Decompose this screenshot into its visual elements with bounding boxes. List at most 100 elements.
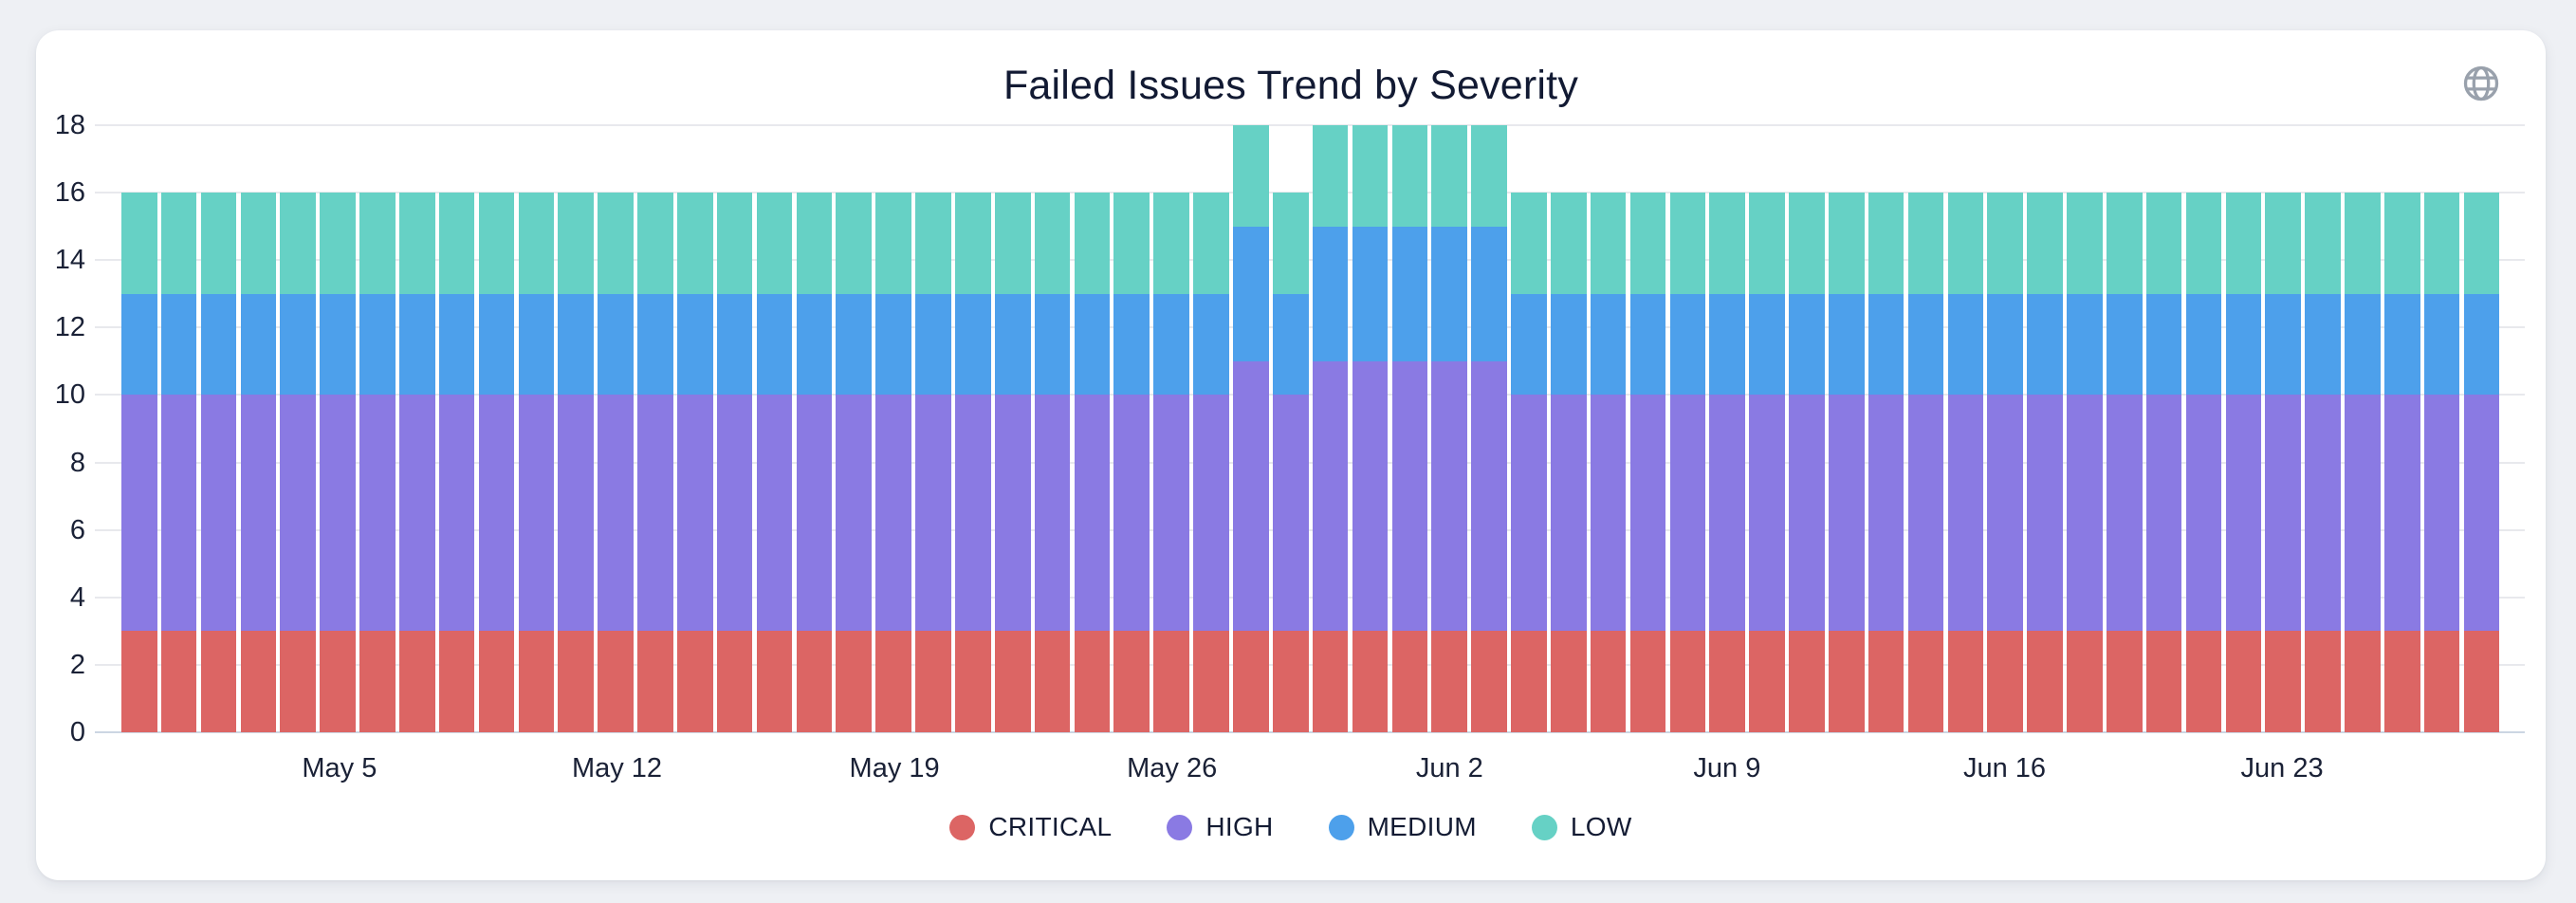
bar-segment-low[interactable] bbox=[598, 193, 634, 294]
bar-jun-20[interactable] bbox=[2145, 193, 2182, 732]
bar-segment-medium[interactable] bbox=[994, 293, 1031, 396]
bar-segment-medium[interactable] bbox=[240, 293, 277, 396]
bar-segment-high[interactable] bbox=[1471, 360, 1507, 632]
bar-segment-high[interactable] bbox=[1669, 395, 1706, 632]
bar-segment-high[interactable] bbox=[1391, 360, 1428, 632]
bar-segment-high[interactable] bbox=[955, 395, 991, 632]
bar-segment-medium[interactable] bbox=[1590, 293, 1627, 396]
bar-segment-high[interactable] bbox=[637, 395, 673, 632]
bar-segment-medium[interactable] bbox=[2067, 293, 2103, 396]
bar-may-10[interactable] bbox=[518, 193, 555, 732]
bar-segment-medium[interactable] bbox=[875, 293, 911, 396]
bar-segment-critical[interactable] bbox=[1629, 631, 1666, 732]
bar-segment-critical[interactable] bbox=[2463, 631, 2500, 732]
bar-segment-high[interactable] bbox=[1987, 395, 2023, 632]
bar-jun-13[interactable] bbox=[1868, 193, 1904, 732]
bar-jun-22[interactable] bbox=[2225, 193, 2262, 732]
bar-segment-critical[interactable] bbox=[558, 631, 595, 732]
bar-segment-medium[interactable] bbox=[1312, 226, 1349, 361]
bar-may-5[interactable] bbox=[320, 193, 356, 732]
bar-segment-high[interactable] bbox=[2463, 395, 2500, 632]
bar-segment-low[interactable] bbox=[2265, 193, 2301, 294]
bar-segment-medium[interactable] bbox=[1074, 293, 1111, 396]
bar-segment-high[interactable] bbox=[2265, 395, 2301, 632]
bar-segment-low[interactable] bbox=[2345, 193, 2381, 294]
bar-segment-high[interactable] bbox=[280, 395, 317, 632]
bar-segment-high[interactable] bbox=[875, 395, 911, 632]
bar-segment-medium[interactable] bbox=[1113, 293, 1150, 396]
bar-segment-critical[interactable] bbox=[2305, 631, 2341, 732]
bar-segment-high[interactable] bbox=[1550, 395, 1587, 632]
bar-segment-critical[interactable] bbox=[2185, 631, 2222, 732]
bar-segment-critical[interactable] bbox=[160, 631, 197, 732]
bar-segment-low[interactable] bbox=[1669, 193, 1706, 294]
bar-segment-critical[interactable] bbox=[796, 631, 833, 732]
bar-segment-medium[interactable] bbox=[1987, 293, 2023, 396]
bar-segment-medium[interactable] bbox=[1749, 293, 1785, 396]
bar-segment-critical[interactable] bbox=[240, 631, 277, 732]
bar-segment-critical[interactable] bbox=[1749, 631, 1785, 732]
legend-item-high[interactable]: HIGH bbox=[1167, 812, 1273, 842]
bar-segment-medium[interactable] bbox=[1272, 293, 1309, 396]
bar-segment-medium[interactable] bbox=[2265, 293, 2301, 396]
bar-segment-high[interactable] bbox=[1233, 360, 1269, 632]
bar-segment-low[interactable] bbox=[240, 193, 277, 294]
bar-may-7[interactable] bbox=[399, 193, 435, 732]
bar-segment-critical[interactable] bbox=[915, 631, 951, 732]
bar-segment-critical[interactable] bbox=[399, 631, 435, 732]
bar-segment-high[interactable] bbox=[1709, 395, 1745, 632]
bar-segment-critical[interactable] bbox=[1789, 631, 1825, 732]
bar-may-15[interactable] bbox=[716, 193, 753, 732]
bar-segment-critical[interactable] bbox=[836, 631, 873, 732]
bar-segment-high[interactable] bbox=[518, 395, 555, 632]
bar-segment-medium[interactable] bbox=[478, 293, 515, 396]
bar-segment-medium[interactable] bbox=[1471, 226, 1507, 361]
bar-jun-21[interactable] bbox=[2185, 193, 2222, 732]
bar-segment-low[interactable] bbox=[1947, 193, 1984, 294]
legend-item-critical[interactable]: CRITICAL bbox=[949, 812, 1112, 842]
bar-segment-low[interactable] bbox=[1272, 193, 1309, 294]
bar-segment-low[interactable] bbox=[955, 193, 991, 294]
bar-segment-low[interactable] bbox=[359, 193, 396, 294]
bar-segment-high[interactable] bbox=[2027, 395, 2063, 632]
bar-segment-medium[interactable] bbox=[121, 293, 157, 396]
bar-segment-critical[interactable] bbox=[716, 631, 753, 732]
bar-segment-high[interactable] bbox=[1868, 395, 1904, 632]
bar-segment-medium[interactable] bbox=[796, 293, 833, 396]
bar-segment-low[interactable] bbox=[915, 193, 951, 294]
bar-segment-critical[interactable] bbox=[637, 631, 673, 732]
bar-segment-critical[interactable] bbox=[320, 631, 356, 732]
bar-segment-high[interactable] bbox=[558, 395, 595, 632]
bar-segment-high[interactable] bbox=[399, 395, 435, 632]
bar-segment-critical[interactable] bbox=[1233, 631, 1269, 732]
bar-segment-low[interactable] bbox=[2305, 193, 2341, 294]
bar-jun-9[interactable] bbox=[1709, 193, 1745, 732]
bar-segment-critical[interactable] bbox=[1511, 631, 1547, 732]
bar-segment-medium[interactable] bbox=[2345, 293, 2381, 396]
bar-segment-low[interactable] bbox=[1233, 125, 1269, 227]
bar-segment-medium[interactable] bbox=[1550, 293, 1587, 396]
bar-segment-critical[interactable] bbox=[121, 631, 157, 732]
bar-segment-high[interactable] bbox=[1789, 395, 1825, 632]
bar-segment-high[interactable] bbox=[1907, 395, 1944, 632]
bar-may-9[interactable] bbox=[478, 193, 515, 732]
bar-segment-medium[interactable] bbox=[955, 293, 991, 396]
bar-segment-low[interactable] bbox=[994, 193, 1031, 294]
bar-jun-28[interactable] bbox=[2463, 193, 2500, 732]
bar-segment-critical[interactable] bbox=[478, 631, 515, 732]
bar-segment-high[interactable] bbox=[121, 395, 157, 632]
bar-segment-high[interactable] bbox=[2305, 395, 2341, 632]
bar-may-27[interactable] bbox=[1193, 193, 1229, 732]
bar-jun-16[interactable] bbox=[1987, 193, 2023, 732]
bar-segment-critical[interactable] bbox=[2383, 631, 2420, 732]
bar-segment-medium[interactable] bbox=[1153, 293, 1189, 396]
bar-segment-medium[interactable] bbox=[160, 293, 197, 396]
bar-segment-critical[interactable] bbox=[2225, 631, 2262, 732]
bar-segment-medium[interactable] bbox=[1868, 293, 1904, 396]
bar-may-31[interactable] bbox=[1352, 125, 1389, 732]
bar-jun-27[interactable] bbox=[2423, 193, 2460, 732]
bar-segment-low[interactable] bbox=[2185, 193, 2222, 294]
bar-segment-high[interactable] bbox=[1947, 395, 1984, 632]
bar-segment-high[interactable] bbox=[1828, 395, 1865, 632]
bar-segment-low[interactable] bbox=[2225, 193, 2262, 294]
